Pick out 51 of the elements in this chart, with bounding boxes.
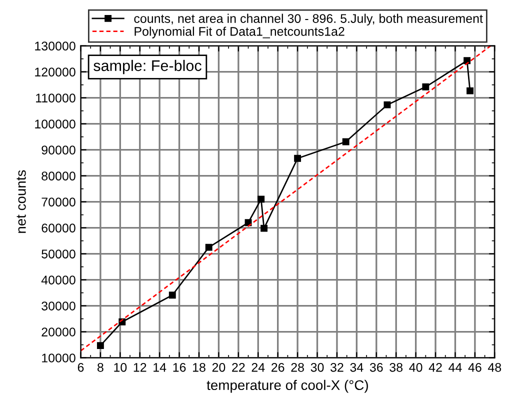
y-tick-label: 90000 — [42, 146, 76, 154]
y-tick-label: 40000 — [41, 276, 76, 284]
point — [342, 138, 350, 146]
y-tick-label: 80000 — [42, 172, 76, 180]
x-tick-label: 24 — [252, 362, 265, 372]
annotation: sample: Fe-bloc — [94, 60, 202, 74]
y-tick-label: 60000 — [42, 224, 76, 232]
point — [96, 342, 104, 350]
point — [384, 101, 391, 108]
x-tick-label: 48 — [488, 362, 502, 372]
point — [422, 83, 430, 90]
legend-label: Polynomial Fit of Data1_netcounts1a2 — [134, 26, 344, 38]
y-tick-label: 50000 — [42, 250, 76, 258]
y-tick-label: 120000 — [35, 68, 76, 76]
x-tick-label: 16 — [173, 362, 186, 372]
x-tick-label: 26 — [272, 362, 284, 372]
x-tick-label: 42 — [428, 362, 442, 372]
y-tick-label: 20000 — [42, 328, 76, 336]
x-tick-label: 46 — [468, 362, 482, 372]
x-tick-label: 32 — [330, 362, 344, 372]
x-tick-label: 36 — [370, 362, 383, 372]
y-tick-label: 70000 — [42, 198, 76, 206]
x-tick-label: 28 — [291, 362, 304, 372]
x-tick-label: 34 — [350, 362, 364, 372]
x-tick-label: 40 — [409, 362, 422, 372]
point — [466, 87, 474, 94]
point — [168, 292, 176, 299]
x-tick-label: 30 — [310, 362, 324, 372]
x-tick-label: 6 — [78, 362, 84, 372]
point — [294, 154, 302, 162]
x-tick-label: 10 — [114, 362, 127, 372]
x-axis-title: temperature of cool-X (°C) — [206, 380, 368, 393]
x-tick-label: 12 — [134, 362, 146, 372]
y-tick-label: 110000 — [36, 94, 76, 102]
legend-label: counts, net area in channel 30 - 896. 5.July, both measurement — [134, 14, 483, 26]
y-tick-label: 30000 — [42, 302, 76, 310]
y-tick-label: 130000 — [35, 42, 76, 50]
x-tick-label: 38 — [390, 362, 403, 372]
x-tick-label: 14 — [154, 363, 166, 372]
x-tick-label: 18 — [193, 362, 206, 372]
x-tick-label: 44 — [448, 363, 462, 372]
y-tick-label: 100000 — [35, 120, 76, 128]
point — [258, 196, 265, 203]
point — [260, 224, 268, 232]
y-axis-title: net counts — [16, 170, 26, 233]
x-tick-label: 22 — [232, 362, 245, 372]
y-tick-label: 10000 — [42, 354, 76, 362]
point — [464, 57, 471, 64]
x-tick-label: 20 — [212, 362, 226, 372]
x-tick-label: 8 — [98, 362, 104, 372]
point — [205, 244, 212, 251]
